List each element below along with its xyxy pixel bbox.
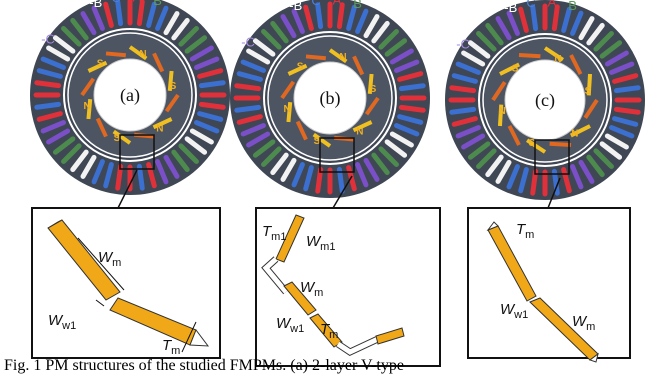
motors: (a)NSNSNS-BCAB-C(b)NSNSNS-BCAB-C(c)NSNSN… bbox=[30, 0, 645, 200]
pole-label: S bbox=[370, 84, 377, 95]
coil bbox=[318, 5, 321, 27]
pole-label: N bbox=[339, 52, 346, 63]
dim-subscript: m bbox=[171, 345, 180, 357]
coil bbox=[616, 109, 638, 112]
caption: Fig. 1 PM structures of the studied FMPM… bbox=[4, 357, 404, 374]
pole-label: N bbox=[139, 49, 146, 60]
dim-subscript: m bbox=[586, 321, 595, 333]
coil bbox=[452, 88, 474, 91]
pole-label: N bbox=[554, 54, 561, 65]
phase-label: B bbox=[568, 0, 577, 13]
magnet bbox=[106, 53, 126, 55]
pole-label: N bbox=[571, 128, 578, 139]
coil bbox=[237, 86, 259, 89]
coil bbox=[533, 7, 536, 29]
magnet bbox=[550, 144, 571, 145]
pole-label: S bbox=[97, 59, 104, 70]
phase-label: A bbox=[548, 0, 557, 9]
phase-label: C bbox=[526, 0, 535, 10]
coil bbox=[401, 107, 423, 110]
phase-label: C bbox=[311, 0, 320, 8]
dim-subscript: w1 bbox=[61, 320, 76, 332]
dim-subscript: w1 bbox=[289, 323, 304, 335]
phase-label: -B bbox=[504, 0, 517, 15]
phase-label: -B bbox=[89, 0, 102, 10]
coil bbox=[339, 5, 342, 27]
pole-label: N bbox=[83, 101, 90, 112]
panel-label: (a) bbox=[120, 85, 140, 106]
dim-subscript: m1 bbox=[320, 241, 335, 253]
magnet bbox=[519, 55, 540, 56]
phase-label: -B bbox=[289, 0, 302, 13]
coil bbox=[554, 7, 557, 29]
dim-subscript: m bbox=[314, 287, 323, 299]
phase-label: A bbox=[133, 0, 142, 4]
coil bbox=[237, 107, 259, 110]
coil bbox=[616, 88, 638, 91]
phase-label: -C bbox=[41, 32, 55, 47]
pole-label: N bbox=[356, 126, 363, 137]
dim-subscript: m bbox=[525, 229, 534, 241]
phase-label: B bbox=[153, 0, 162, 8]
panel-label: (c) bbox=[535, 90, 555, 111]
dim-subscript: m bbox=[112, 257, 121, 269]
phase-label: C bbox=[111, 0, 120, 5]
dim-subscript: m bbox=[329, 329, 338, 341]
pole-label: N bbox=[283, 104, 290, 115]
coil bbox=[401, 86, 423, 89]
magnet bbox=[306, 56, 326, 58]
coil bbox=[452, 109, 474, 112]
motor: (b)NSNSNS-BCAB-C bbox=[230, 0, 430, 198]
pole-label: S bbox=[170, 81, 177, 92]
panel-label: (b) bbox=[320, 88, 341, 109]
coil bbox=[201, 104, 223, 107]
phase-label: -C bbox=[456, 37, 470, 52]
coil bbox=[118, 2, 121, 24]
phase-label: A bbox=[333, 0, 342, 7]
coil bbox=[201, 83, 223, 86]
phase-label: -C bbox=[241, 35, 255, 50]
motor: (a)NSNSNS-BCAB-C bbox=[30, 0, 230, 195]
pole-label: S bbox=[512, 64, 519, 75]
dim-subscript: w1 bbox=[513, 309, 528, 321]
phase-label: B bbox=[353, 0, 362, 11]
dim-subscript: m1 bbox=[271, 231, 286, 243]
pole-label: N bbox=[156, 123, 163, 134]
pole-label: S bbox=[297, 62, 304, 73]
pole-label: N bbox=[498, 106, 505, 117]
pole-label: S bbox=[585, 86, 592, 97]
coil bbox=[37, 104, 59, 107]
figure: (a)NSNSNS-BCAB-C(b)NSNSNS-BCAB-C(c)NSNSN… bbox=[0, 0, 662, 376]
coil bbox=[139, 2, 142, 24]
coil bbox=[37, 83, 59, 86]
